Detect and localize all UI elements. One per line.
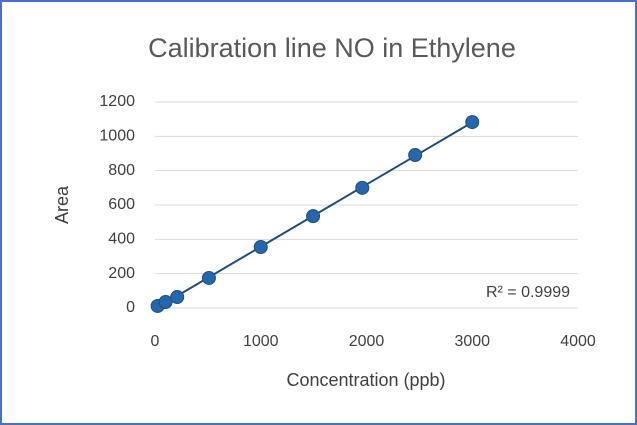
x-tick-label: 4000 <box>560 333 596 350</box>
chart-title: Calibration line NO in Ethylene <box>148 33 516 63</box>
y-tick-label: 1200 <box>99 93 135 110</box>
x-axis-label: Concentration (ppb) <box>286 370 445 390</box>
y-tick-label: 400 <box>108 231 135 248</box>
data-point <box>158 294 173 309</box>
x-tick-label: 1000 <box>243 333 279 350</box>
y-axis-label: Area <box>52 185 72 224</box>
x-tick-label: 3000 <box>454 333 490 350</box>
data-point <box>201 270 216 285</box>
y-tick-label: 1000 <box>99 128 135 145</box>
x-tick-label: 2000 <box>349 333 385 350</box>
data-point <box>465 115 480 130</box>
y-tick-label: 0 <box>126 299 135 316</box>
data-point <box>355 180 370 195</box>
data-point <box>170 290 185 305</box>
y-tick-label: 600 <box>108 196 135 213</box>
x-tick-label: 0 <box>151 333 160 350</box>
y-tick-label: 200 <box>108 265 135 282</box>
trendline-label: R² = 0.9999 <box>486 284 570 301</box>
data-point <box>408 148 423 163</box>
y-tick-label: 800 <box>108 162 135 179</box>
data-point <box>306 209 321 224</box>
data-point <box>253 240 268 255</box>
